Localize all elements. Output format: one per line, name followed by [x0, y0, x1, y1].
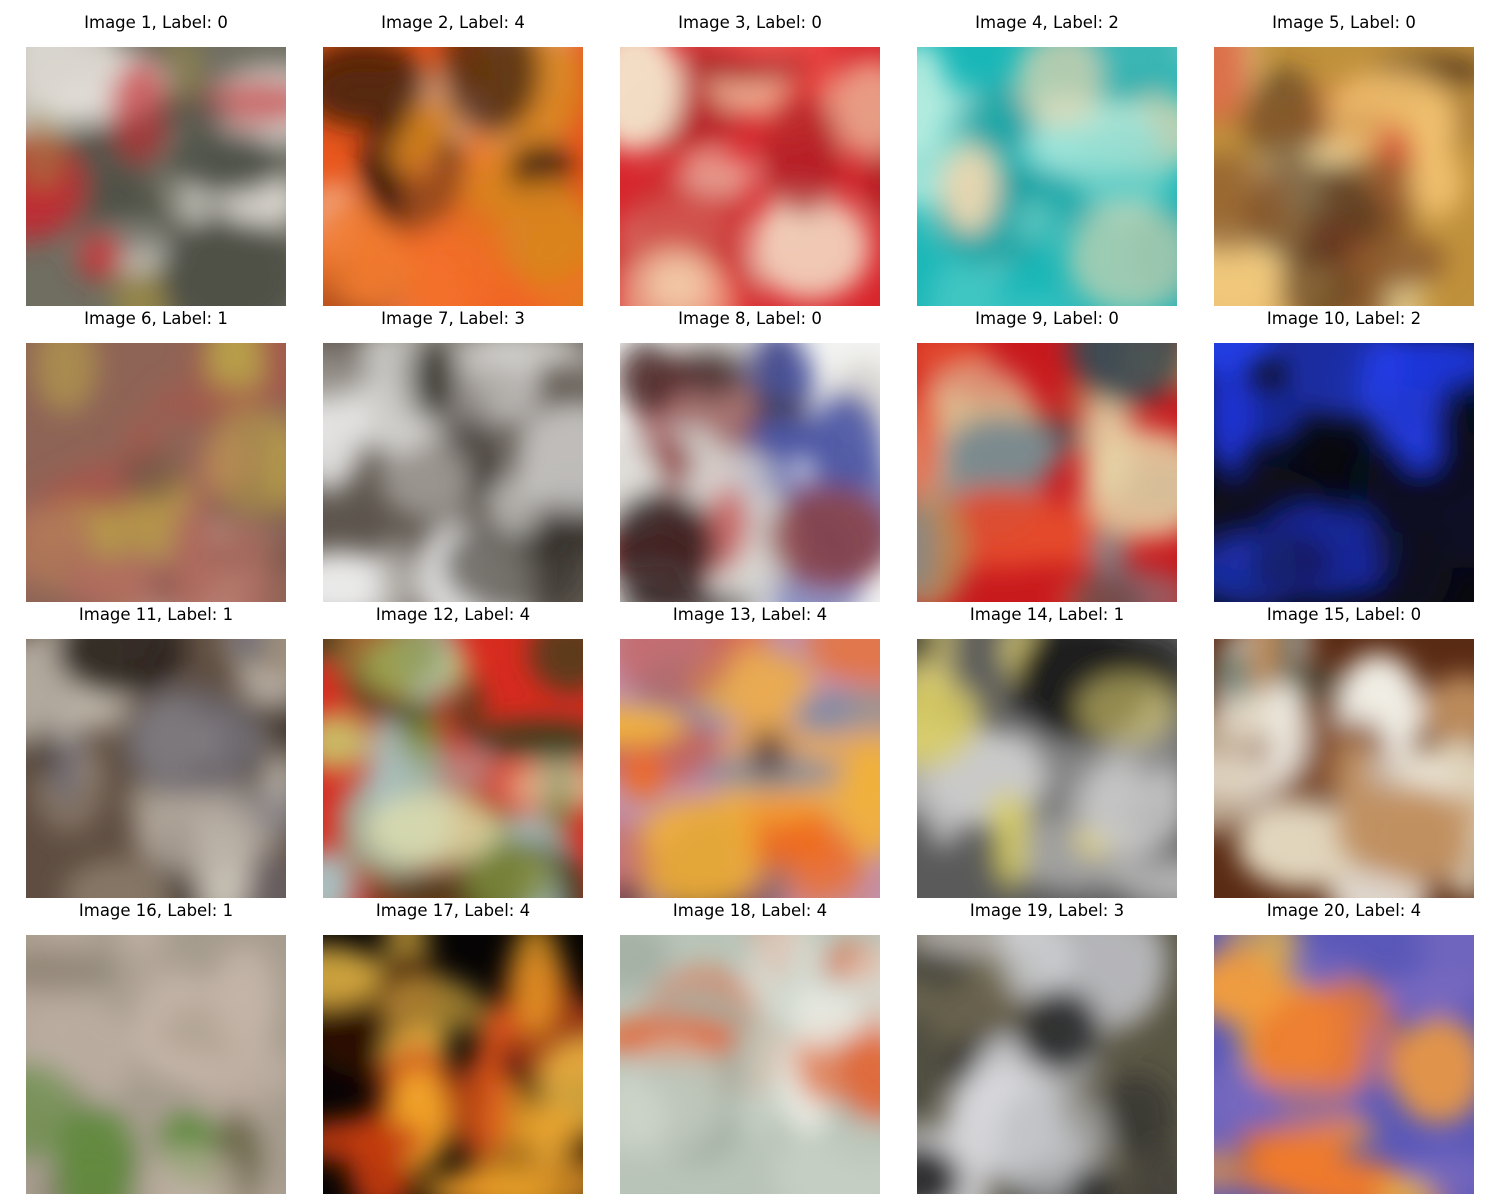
image-thumbnail: [917, 47, 1177, 306]
image-title: Image 6, Label: 1: [84, 309, 228, 328]
image-thumbnail: [620, 639, 880, 898]
image-title: Image 19, Label: 3: [969, 901, 1125, 920]
image-title: Image 9, Label: 0: [975, 309, 1119, 328]
image-title: Image 15, Label: 0: [1266, 605, 1422, 624]
image-thumbnail: [917, 935, 1177, 1194]
image-thumbnail: [620, 47, 880, 306]
image-title: Image 20, Label: 4: [1266, 901, 1422, 920]
image-title: Image 1, Label: 0: [84, 13, 228, 32]
image-title: Image 14, Label: 1: [969, 605, 1125, 624]
image-thumbnail: [26, 343, 286, 602]
image-thumbnail: [1214, 343, 1474, 602]
image-title: Image 2, Label: 4: [381, 13, 525, 32]
image-thumbnail: [917, 343, 1177, 602]
image-title: Image 18, Label: 4: [672, 901, 828, 920]
image-thumbnail: [323, 47, 583, 306]
image-title: Image 12, Label: 4: [375, 605, 531, 624]
image-title: Image 5, Label: 0: [1272, 13, 1416, 32]
image-thumbnail: [1214, 47, 1474, 306]
image-thumbnail: [1214, 935, 1474, 1194]
image-thumbnail: [323, 343, 583, 602]
image-thumbnail: [917, 639, 1177, 898]
image-thumbnail: [26, 47, 286, 306]
image-thumbnail: [323, 639, 583, 898]
image-title: Image 3, Label: 0: [678, 13, 822, 32]
image-thumbnail: [26, 639, 286, 898]
image-thumbnail: [620, 343, 880, 602]
image-title: Image 10, Label: 2: [1266, 309, 1422, 328]
image-title: Image 16, Label: 1: [78, 901, 234, 920]
image-thumbnail: [26, 935, 286, 1194]
image-title: Image 17, Label: 4: [375, 901, 531, 920]
image-thumbnail: [323, 935, 583, 1194]
image-thumbnail: [1214, 639, 1474, 898]
image-title: Image 4, Label: 2: [975, 13, 1119, 32]
image-title: Image 11, Label: 1: [78, 605, 234, 624]
image-title: Image 13, Label: 4: [672, 605, 828, 624]
image-thumbnail: [620, 935, 880, 1194]
image-title: Image 7, Label: 3: [381, 309, 525, 328]
image-title: Image 8, Label: 0: [678, 309, 822, 328]
